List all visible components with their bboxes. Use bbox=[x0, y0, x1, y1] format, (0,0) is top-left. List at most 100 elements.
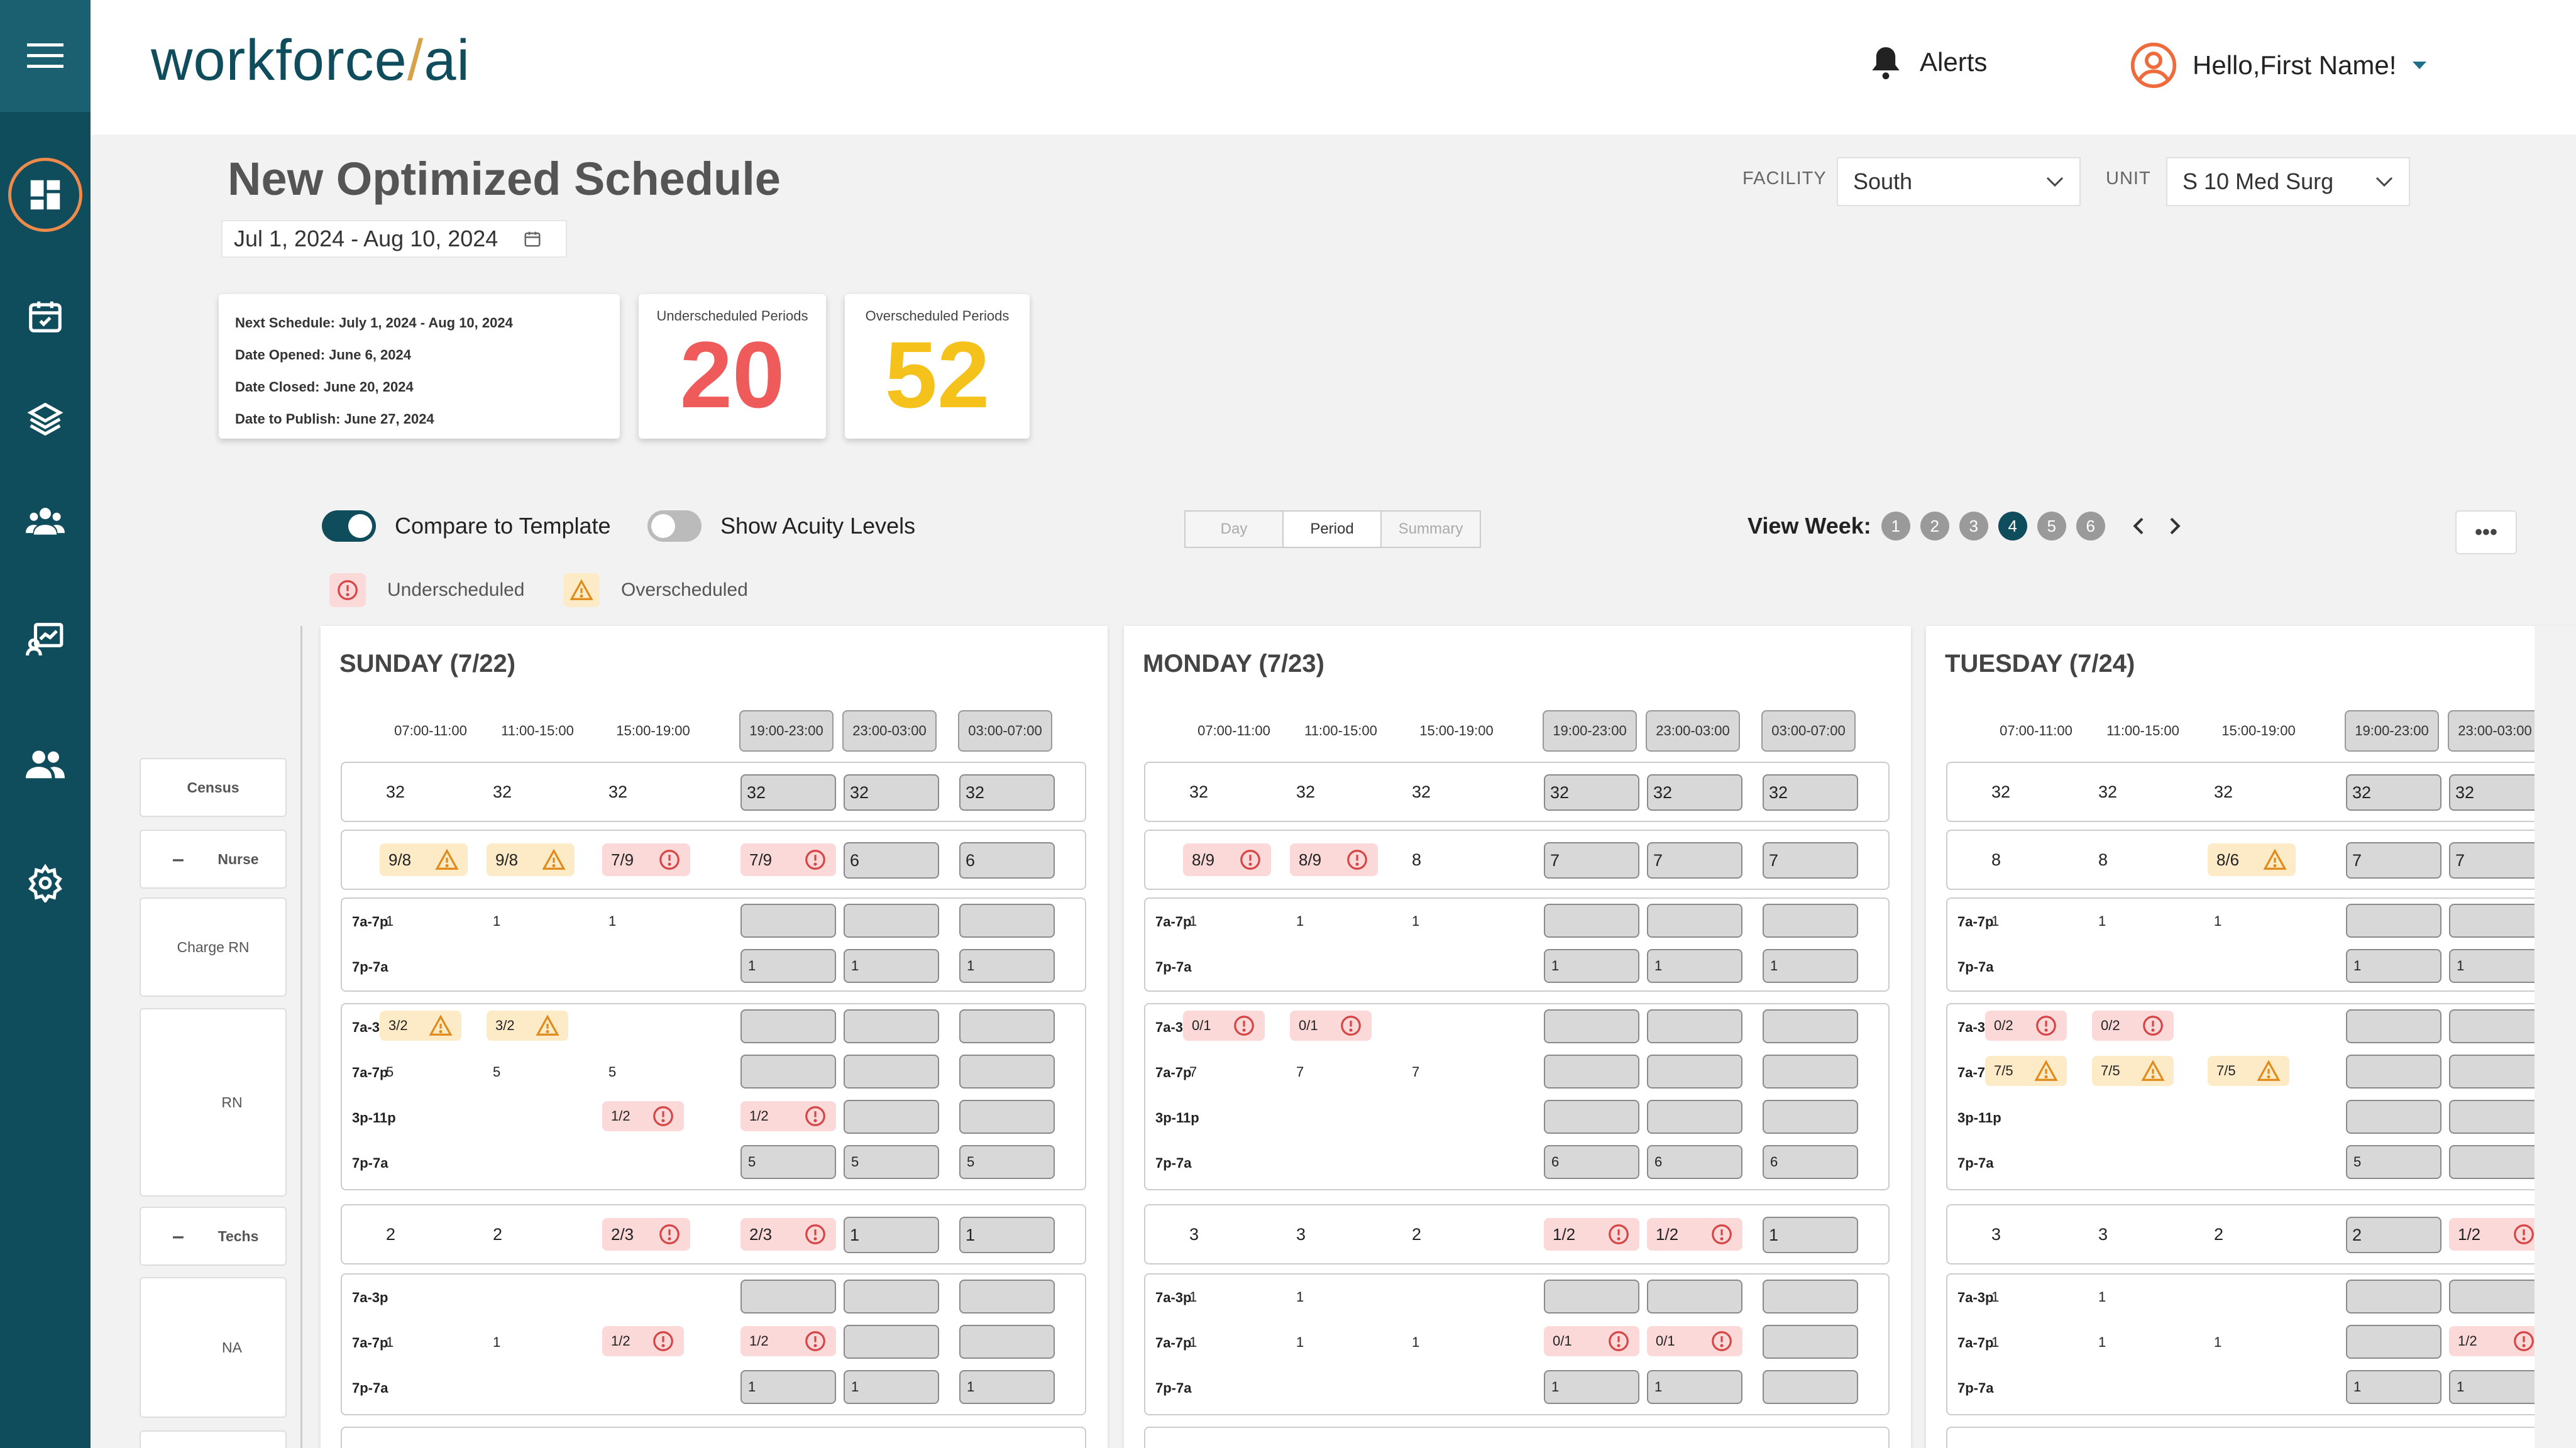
period-input[interactable] bbox=[1647, 904, 1742, 938]
period-input[interactable] bbox=[1544, 904, 1639, 938]
week-2-button[interactable]: 2 bbox=[1920, 512, 1949, 540]
overscheduled-cell[interactable]: 9/8 bbox=[380, 843, 468, 876]
period-input[interactable] bbox=[2449, 1145, 2545, 1179]
more-options-button[interactable]: ••• bbox=[2455, 510, 2517, 554]
underscheduled-cell[interactable]: 8/9 bbox=[1183, 843, 1271, 876]
period-input[interactable] bbox=[2346, 1009, 2441, 1043]
collapse-nurse-icon[interactable]: – bbox=[172, 847, 184, 871]
period-input[interactable] bbox=[2346, 904, 2441, 938]
period-input[interactable] bbox=[959, 904, 1055, 938]
period-input[interactable] bbox=[2449, 1009, 2545, 1043]
period-input[interactable]: 1 bbox=[1763, 1217, 1858, 1253]
overscheduled-cell[interactable]: 7/5 bbox=[2208, 1056, 2289, 1086]
week-1-button[interactable]: 1 bbox=[1881, 512, 1910, 540]
period-input[interactable] bbox=[959, 1325, 1055, 1359]
period-input[interactable] bbox=[2346, 1055, 2441, 1089]
period-input[interactable]: 1 bbox=[740, 1370, 836, 1404]
period-input[interactable] bbox=[1544, 1009, 1639, 1043]
week-4-button[interactable]: 4 bbox=[1998, 512, 2027, 540]
period-input[interactable] bbox=[844, 1280, 939, 1314]
period-input[interactable] bbox=[1763, 1055, 1858, 1089]
overscheduled-cell[interactable]: 7/5 bbox=[2092, 1056, 2174, 1086]
period-input[interactable]: 32 bbox=[2346, 774, 2441, 811]
underscheduled-cell[interactable]: 1/2 bbox=[740, 1326, 836, 1356]
period-input[interactable] bbox=[2449, 1055, 2545, 1089]
period-input[interactable]: 6 bbox=[1647, 1145, 1742, 1179]
menu-toggle[interactable] bbox=[0, 0, 91, 112]
period-input[interactable] bbox=[1544, 1280, 1639, 1314]
underscheduled-cell[interactable]: 1/2 bbox=[602, 1326, 684, 1356]
underscheduled-cell[interactable]: 2/3 bbox=[740, 1218, 836, 1251]
period-input[interactable]: 1 bbox=[844, 1370, 939, 1404]
period-input[interactable]: 6 bbox=[1763, 1145, 1858, 1179]
period-input[interactable] bbox=[959, 1009, 1055, 1043]
period-input[interactable]: 5 bbox=[740, 1145, 836, 1179]
period-input[interactable] bbox=[2449, 1280, 2545, 1314]
period-input[interactable] bbox=[2449, 904, 2545, 938]
user-menu[interactable]: Hello,First Name! bbox=[2130, 41, 2428, 89]
period-input[interactable]: 32 bbox=[959, 774, 1055, 811]
underscheduled-cell[interactable]: 0/2 bbox=[2092, 1011, 2174, 1041]
compare-switch[interactable] bbox=[322, 510, 376, 542]
period-input[interactable]: 1 bbox=[2449, 1370, 2545, 1404]
sidebar-item-users[interactable] bbox=[0, 742, 91, 786]
period-input[interactable] bbox=[740, 1280, 836, 1314]
period-input[interactable] bbox=[959, 1280, 1055, 1314]
tab-day[interactable]: Day bbox=[1186, 512, 1284, 547]
period-input[interactable] bbox=[1763, 1325, 1858, 1359]
period-input[interactable]: 5 bbox=[2346, 1145, 2441, 1179]
underscheduled-cell[interactable]: 1/2 bbox=[740, 1101, 836, 1131]
period-input[interactable]: 1 bbox=[2346, 949, 2441, 983]
period-input[interactable]: 5 bbox=[959, 1145, 1055, 1179]
underscheduled-cell[interactable]: 8/9 bbox=[1290, 843, 1378, 876]
sidebar-item-settings[interactable] bbox=[0, 861, 91, 905]
period-input[interactable] bbox=[1763, 1280, 1858, 1314]
period-input[interactable]: 6 bbox=[1544, 1145, 1639, 1179]
period-input[interactable] bbox=[844, 1055, 939, 1089]
period-input[interactable] bbox=[1647, 1280, 1742, 1314]
period-input[interactable] bbox=[1763, 904, 1858, 938]
period-input[interactable]: 32 bbox=[1544, 774, 1639, 811]
period-input[interactable]: 7 bbox=[1544, 842, 1639, 879]
period-input[interactable] bbox=[1763, 1100, 1858, 1134]
period-input[interactable] bbox=[740, 904, 836, 938]
period-input[interactable]: 1 bbox=[1544, 949, 1639, 983]
row-label-nurse[interactable]: – Nurse bbox=[140, 830, 287, 889]
period-input[interactable]: 1 bbox=[1763, 949, 1858, 983]
period-input[interactable] bbox=[2346, 1325, 2441, 1359]
chevron-left-icon[interactable] bbox=[2127, 513, 2152, 539]
underscheduled-cell[interactable]: 7/9 bbox=[740, 843, 836, 876]
period-input[interactable]: 32 bbox=[2449, 774, 2545, 811]
underscheduled-cell[interactable]: 0/1 bbox=[1647, 1326, 1742, 1356]
overscheduled-cell[interactable]: 7/5 bbox=[1985, 1056, 2067, 1086]
sidebar-item-team[interactable] bbox=[0, 500, 91, 544]
period-input[interactable]: 7 bbox=[2346, 842, 2441, 879]
period-input[interactable] bbox=[844, 1325, 939, 1359]
period-input[interactable]: 1 bbox=[1647, 949, 1742, 983]
sidebar-item-layers[interactable] bbox=[0, 397, 91, 441]
compare-template-toggle[interactable]: Compare to Template bbox=[322, 510, 611, 542]
period-input[interactable] bbox=[844, 904, 939, 938]
period-input[interactable] bbox=[959, 1055, 1055, 1089]
period-input[interactable] bbox=[1647, 1100, 1742, 1134]
underscheduled-cell[interactable]: 2/3 bbox=[602, 1218, 690, 1251]
week-5-button[interactable]: 5 bbox=[2037, 512, 2066, 540]
alerts-button[interactable]: Alerts bbox=[1869, 44, 1987, 80]
period-input[interactable] bbox=[740, 1055, 836, 1089]
date-range-picker[interactable]: Jul 1, 2024 - Aug 10, 2024 bbox=[221, 220, 567, 258]
underscheduled-cell[interactable]: 7/9 bbox=[602, 843, 690, 876]
period-input[interactable]: 1 bbox=[1647, 1370, 1742, 1404]
underscheduled-cell[interactable]: 1/2 bbox=[2449, 1326, 2545, 1356]
overscheduled-cell[interactable]: 9/8 bbox=[487, 843, 575, 876]
period-input[interactable]: 32 bbox=[844, 774, 939, 811]
period-input[interactable]: 7 bbox=[2449, 842, 2545, 879]
period-input[interactable] bbox=[1647, 1009, 1742, 1043]
period-input[interactable]: 1 bbox=[2449, 949, 2545, 983]
period-input[interactable]: 1 bbox=[959, 1217, 1055, 1253]
sidebar-item-reports[interactable] bbox=[0, 617, 91, 661]
overscheduled-cell[interactable]: 8/6 bbox=[2208, 843, 2296, 876]
tab-summary[interactable]: Summary bbox=[1398, 520, 1463, 537]
period-input[interactable] bbox=[1544, 1100, 1639, 1134]
period-input[interactable]: 7 bbox=[1763, 842, 1858, 879]
period-input[interactable] bbox=[2346, 1280, 2441, 1314]
